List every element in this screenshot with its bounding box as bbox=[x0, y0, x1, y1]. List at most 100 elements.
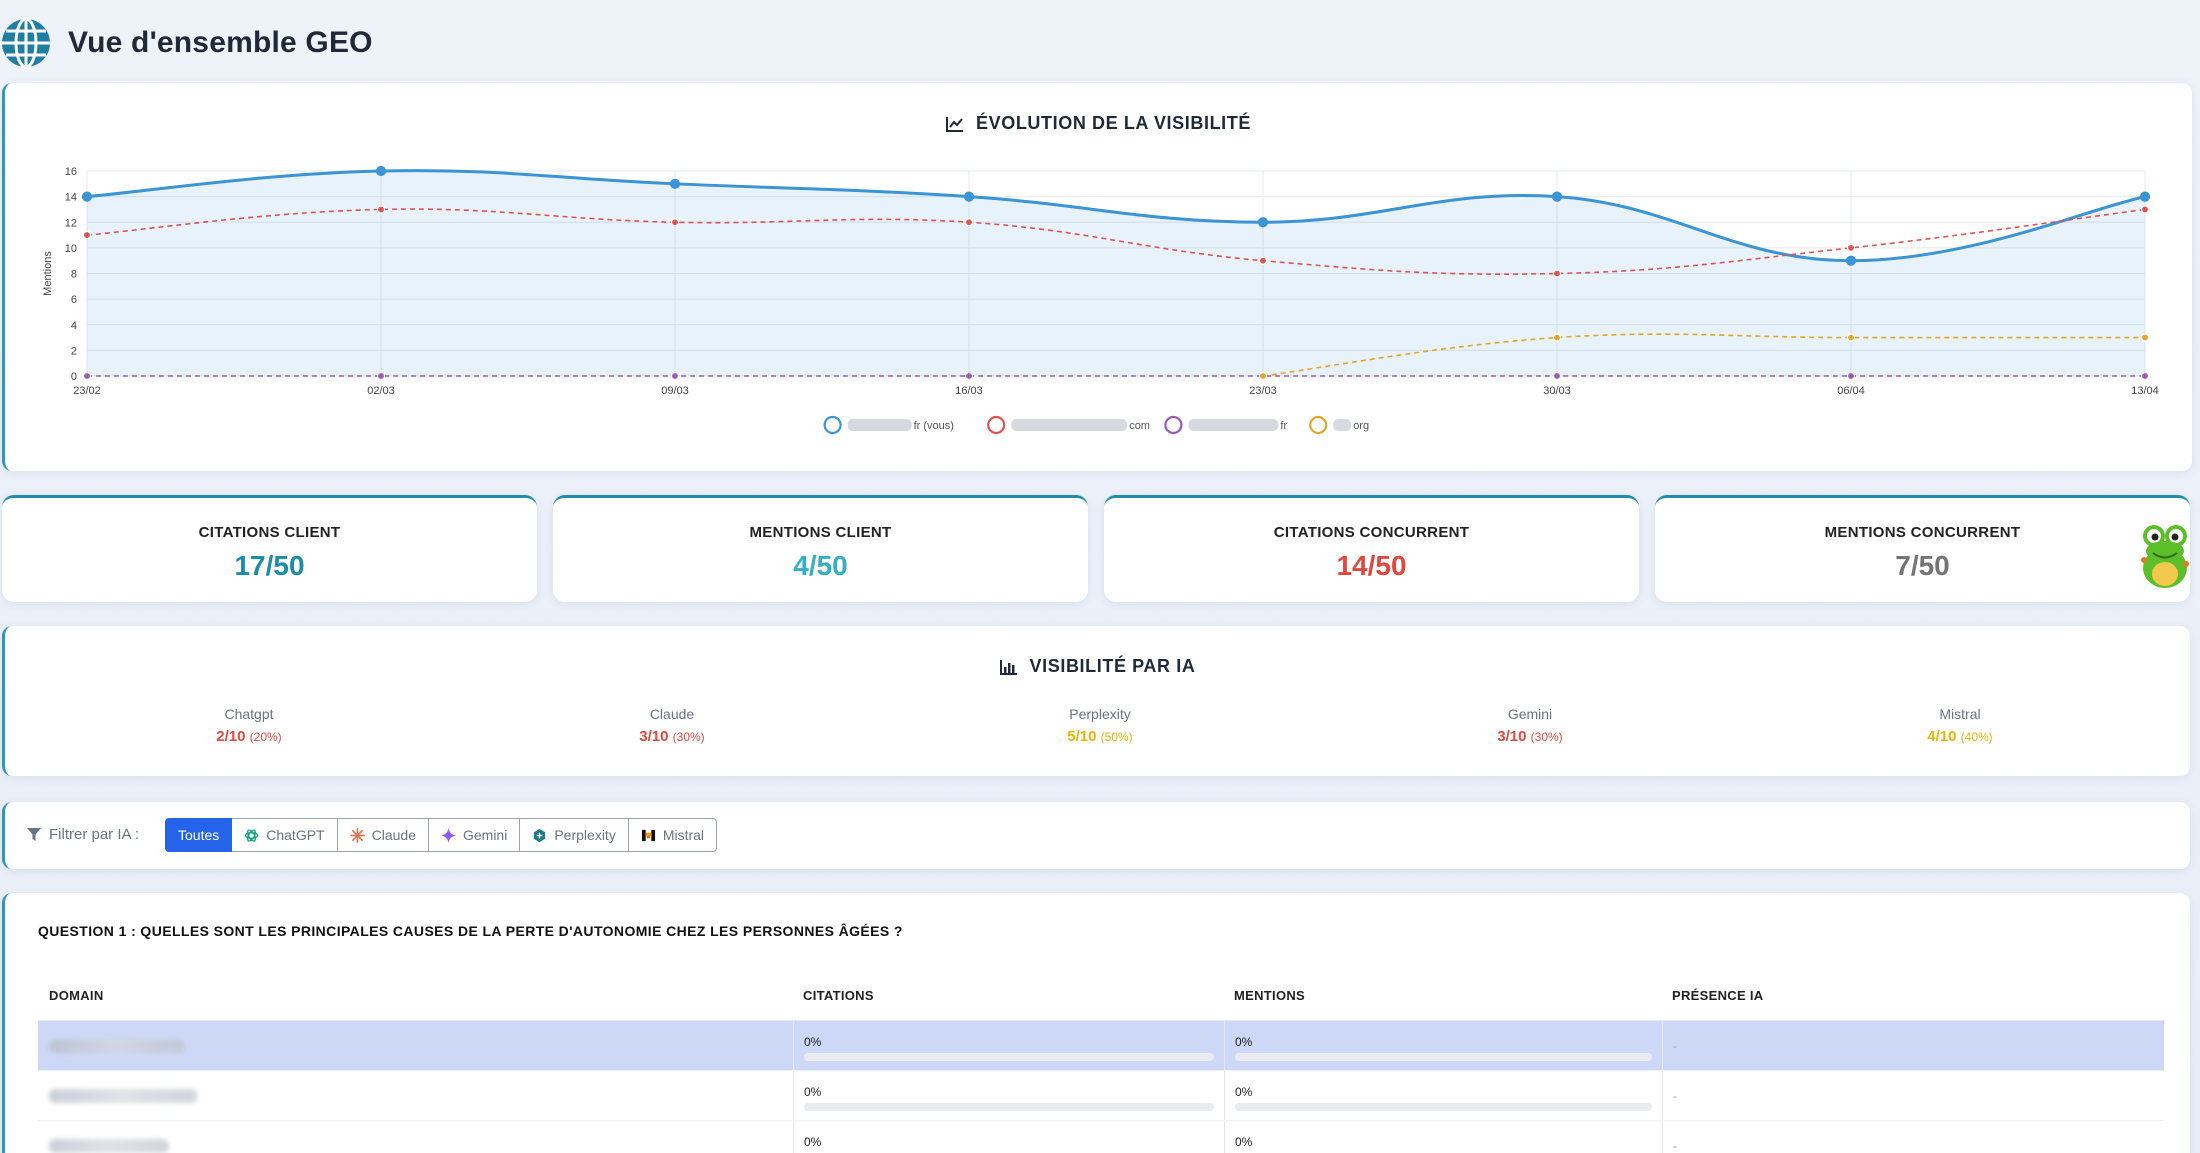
question-table: DOMAIN CITATIONS MENTIONS PRÉSENCE IA 0%… bbox=[38, 971, 2164, 1153]
ai-score-pct: (20%) bbox=[249, 730, 282, 744]
chart-line-icon bbox=[946, 116, 964, 132]
page-header: Vue d'ensemble GEO bbox=[0, 14, 373, 72]
bar-chart-icon bbox=[999, 659, 1017, 675]
mentions-value: 0% bbox=[1235, 1085, 1253, 1099]
y-tick-label: 8 bbox=[71, 269, 77, 281]
column-header-domain[interactable]: DOMAIN bbox=[49, 988, 104, 1003]
filter-button-mistral[interactable]: Mistral bbox=[628, 818, 718, 852]
ai-item-claude: Claude 3/10 (30%) bbox=[522, 706, 822, 745]
chatgpt-icon bbox=[245, 828, 259, 842]
table-row[interactable]: 0% 0% - bbox=[38, 1021, 2164, 1071]
ai-score: 5/10 (50%) bbox=[950, 728, 1250, 745]
table-row[interactable]: 0% 0% - bbox=[38, 1121, 2164, 1153]
column-header-citations[interactable]: CITATIONS bbox=[803, 988, 874, 1003]
legend-marker bbox=[823, 415, 842, 435]
y-axis-label: Mentions bbox=[42, 251, 54, 296]
ai-score-pct: (30%) bbox=[672, 730, 705, 744]
question-card: QUESTION 1 : QUELLES SONT LES PRINCIPALE… bbox=[2, 893, 2190, 1153]
legend-label: com bbox=[1129, 420, 1150, 432]
legend-redacted-name bbox=[1188, 419, 1279, 431]
ai-score-pct: (50%) bbox=[1100, 730, 1133, 744]
legend-marker bbox=[1164, 415, 1183, 435]
filter-button-claude[interactable]: Claude bbox=[337, 818, 429, 852]
filter-button-label: Perplexity bbox=[554, 827, 616, 843]
legend-marker bbox=[1309, 415, 1328, 435]
domain-cell bbox=[38, 1071, 793, 1120]
citations-cell: 0% bbox=[793, 1021, 1224, 1070]
domain-cell bbox=[38, 1021, 793, 1070]
stat-label: CITATIONS CLIENT bbox=[198, 524, 341, 541]
citations-cell: 0% bbox=[793, 1071, 1224, 1120]
x-tick-label: 16/03 bbox=[955, 385, 983, 397]
x-tick-label: 23/03 bbox=[1249, 385, 1277, 397]
ai-visibility-card: VISIBILITÉ PAR IA Chatgpt 2/10 (20%) Cla… bbox=[2, 626, 2190, 776]
table-header: DOMAIN CITATIONS MENTIONS PRÉSENCE IA bbox=[38, 971, 2164, 1021]
data-point bbox=[670, 218, 680, 227]
ai-name: Perplexity bbox=[1069, 706, 1131, 722]
ai-name: Claude bbox=[649, 706, 695, 722]
series-line-3 bbox=[1262, 333, 2145, 377]
ai-name: Gemini bbox=[1507, 706, 1553, 722]
presence-value: - bbox=[1673, 1039, 1677, 1053]
presence-value: - bbox=[1673, 1089, 1677, 1103]
data-point bbox=[1846, 371, 1856, 381]
stat-value: 4/50 bbox=[793, 550, 848, 581]
data-point bbox=[1552, 371, 1562, 381]
data-point bbox=[1258, 256, 1268, 265]
ai-item-gemini: Gemini 3/10 (30%) bbox=[1380, 706, 1680, 745]
x-tick-label: 23/02 bbox=[73, 385, 101, 397]
redacted-domain bbox=[49, 1139, 169, 1153]
ai-item-mistral: Mistral 4/10 (40%) bbox=[1810, 706, 2110, 745]
frog-mascot-icon[interactable] bbox=[2134, 520, 2196, 592]
data-point bbox=[376, 205, 386, 214]
stat-card-citations-concurrent: CITATIONS CONCURRENT 14/50 bbox=[1104, 495, 1639, 602]
column-header-mentions[interactable]: MENTIONS bbox=[1234, 988, 1306, 1003]
data-point bbox=[964, 371, 974, 381]
ai-score-pct: (40%) bbox=[1960, 730, 1993, 744]
y-tick-label: 2 bbox=[71, 345, 77, 357]
filter-label: Filtrer par IA : bbox=[27, 826, 139, 843]
legend-redacted-name bbox=[1333, 419, 1352, 431]
visibility-chart-card: ÉVOLUTION DE LA VISIBILITÉ 0 2 4 6 8 10 12 14 16… bbox=[2, 83, 2192, 471]
ai-score-pct: (30%) bbox=[1530, 730, 1563, 744]
ai-score: 2/10 (20%) bbox=[99, 728, 399, 745]
filter-button-perplexity[interactable]: Perplexity bbox=[520, 818, 629, 852]
stat-value: 14/50 bbox=[1336, 550, 1407, 581]
filter-button-chatgpt[interactable]: ChatGPT bbox=[232, 818, 338, 852]
filter-button-label: ChatGPT bbox=[266, 827, 325, 843]
y-tick-label: 10 bbox=[65, 243, 77, 255]
data-point bbox=[2139, 191, 2151, 202]
ai-score: 3/10 (30%) bbox=[1380, 728, 1680, 745]
y-tick-label: 16 bbox=[65, 166, 77, 178]
stat-label: MENTIONS CONCURRENT bbox=[1824, 524, 2021, 541]
x-tick-label: 30/03 bbox=[1543, 385, 1571, 397]
data-point bbox=[375, 165, 387, 177]
column-header-presence[interactable]: PRÉSENCE IA bbox=[1672, 988, 1764, 1003]
domain-cell bbox=[38, 1121, 793, 1153]
x-tick-label: 06/04 bbox=[1837, 385, 1865, 397]
citations-bar bbox=[804, 1103, 1214, 1111]
ai-item-chatgpt: Chatgpt 2/10 (20%) bbox=[99, 706, 399, 745]
data-point bbox=[670, 371, 680, 381]
globe-icon bbox=[2, 17, 50, 69]
mentions-bar bbox=[1235, 1103, 1652, 1111]
data-point bbox=[81, 191, 93, 202]
question-title: QUESTION 1 : QUELLES SONT LES PRINCIPALE… bbox=[38, 923, 903, 939]
stat-card-mentions-concurrent: MENTIONS CONCURRENT 7/50 bbox=[1655, 495, 2190, 602]
filter-button-all[interactable]: Toutes bbox=[165, 818, 233, 852]
filter-icon bbox=[27, 827, 41, 841]
ai-name: Mistral bbox=[1939, 706, 1981, 722]
legend-marker bbox=[987, 415, 1006, 435]
data-point bbox=[1551, 191, 1563, 202]
legend-label: fr bbox=[1280, 420, 1287, 432]
table-row[interactable]: 0% 0% - bbox=[38, 1071, 2164, 1121]
legend-label: org bbox=[1353, 420, 1369, 432]
chart-title-text: ÉVOLUTION DE LA VISIBILITÉ bbox=[976, 113, 1251, 133]
filter-button-gemini[interactable]: Gemini bbox=[428, 818, 521, 852]
legend-label: fr (vous) bbox=[914, 420, 954, 432]
y-tick-label: 4 bbox=[71, 320, 77, 332]
y-tick-label: 6 bbox=[71, 294, 77, 306]
citations-cell: 0% bbox=[793, 1121, 1224, 1153]
ai-filter-bar: Filtrer par IA : Toutes ChatGPT Claude bbox=[2, 802, 2190, 869]
mentions-bar bbox=[1235, 1053, 1652, 1061]
